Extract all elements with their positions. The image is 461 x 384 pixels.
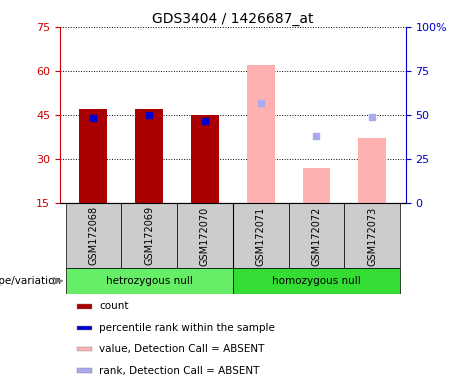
- Text: value, Detection Call = ABSENT: value, Detection Call = ABSENT: [100, 344, 265, 354]
- Text: GSM172068: GSM172068: [89, 206, 98, 265]
- Text: GSM172072: GSM172072: [312, 206, 321, 266]
- Text: GSM172073: GSM172073: [367, 206, 377, 266]
- Bar: [135, 109, 163, 203]
- Bar: [233, 268, 400, 294]
- Bar: [289, 203, 344, 268]
- Text: GSM172070: GSM172070: [200, 206, 210, 266]
- Bar: [233, 203, 289, 268]
- Text: percentile rank within the sample: percentile rank within the sample: [100, 323, 275, 333]
- Text: hetrozygous null: hetrozygous null: [106, 276, 193, 286]
- Bar: [302, 168, 331, 203]
- Text: GSM172071: GSM172071: [256, 206, 266, 266]
- Bar: [77, 304, 92, 309]
- Bar: [344, 203, 400, 268]
- Bar: [191, 115, 219, 203]
- Bar: [121, 203, 177, 268]
- Text: rank, Detection Call = ABSENT: rank, Detection Call = ABSENT: [100, 366, 260, 376]
- Text: count: count: [100, 301, 129, 311]
- Text: homozygous null: homozygous null: [272, 276, 361, 286]
- Bar: [177, 203, 233, 268]
- Bar: [77, 368, 92, 373]
- Bar: [77, 347, 92, 351]
- Bar: [79, 109, 107, 203]
- Text: GSM172069: GSM172069: [144, 206, 154, 265]
- Title: GDS3404 / 1426687_at: GDS3404 / 1426687_at: [152, 12, 313, 26]
- Bar: [77, 326, 92, 330]
- Bar: [358, 139, 386, 203]
- Bar: [65, 203, 121, 268]
- Bar: [247, 65, 275, 203]
- Text: genotype/variation: genotype/variation: [0, 276, 61, 286]
- Bar: [65, 268, 233, 294]
